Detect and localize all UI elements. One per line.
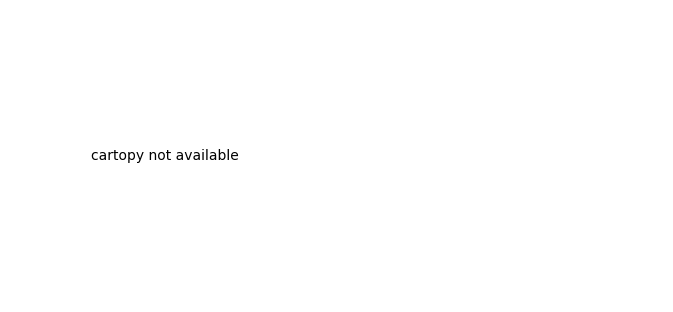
Text: cartopy not available: cartopy not available xyxy=(91,149,239,163)
